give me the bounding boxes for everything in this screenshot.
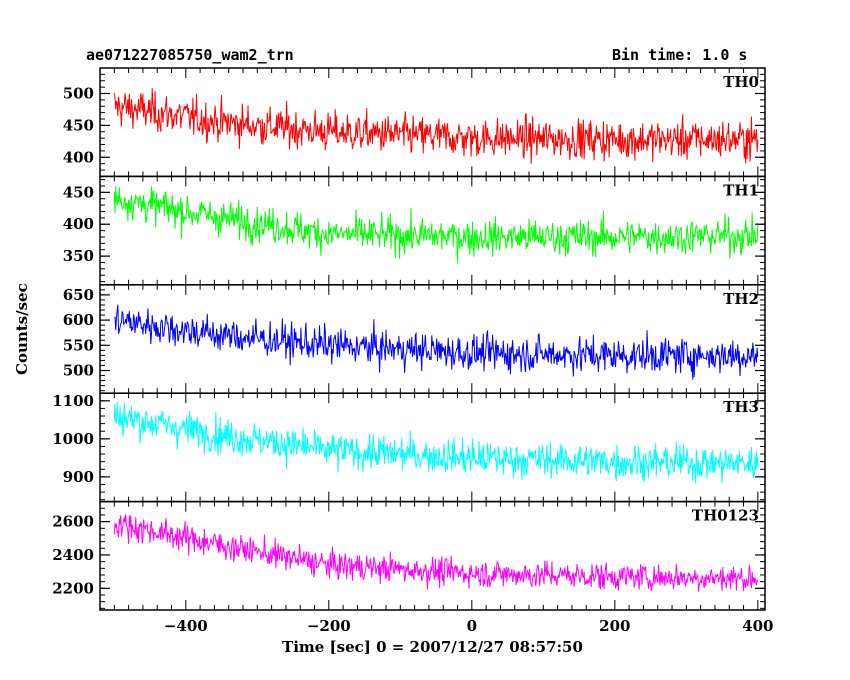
x-tick-label: −400 bbox=[164, 617, 208, 635]
x-tick-label: 400 bbox=[742, 617, 773, 635]
panel-label-th0: TH0 bbox=[723, 73, 759, 91]
panel-label-th0123: TH0123 bbox=[692, 507, 759, 525]
y-tick-label: 2600 bbox=[52, 513, 94, 531]
panel-label-th2: TH2 bbox=[723, 290, 759, 308]
y-tick-label: 500 bbox=[63, 85, 94, 103]
x-tick-label: 0 bbox=[467, 617, 477, 635]
plot-title: ae071227085750_wam2_trn bbox=[86, 46, 294, 64]
series-th2 bbox=[114, 304, 759, 380]
series-th1 bbox=[113, 186, 759, 264]
y-tick-label: 900 bbox=[63, 468, 94, 486]
y-tick-label: 450 bbox=[63, 183, 94, 201]
panel-frame-th0 bbox=[99, 67, 766, 178]
y-tick-label: 2200 bbox=[52, 579, 94, 597]
x-tick-label: 200 bbox=[599, 617, 630, 635]
y-tick-label: 600 bbox=[63, 311, 94, 329]
x-axis-label: Time [sec] 0 = 2007/12/27 08:57:50 bbox=[282, 638, 583, 656]
series-th0123 bbox=[113, 514, 759, 592]
y-tick-label: 400 bbox=[63, 148, 94, 166]
bin-time-label: Bin time: 1.0 s bbox=[612, 46, 748, 64]
panel-label-th1: TH1 bbox=[723, 181, 759, 199]
series-th0 bbox=[113, 88, 759, 164]
panel-label-th3: TH3 bbox=[723, 398, 759, 416]
y-axis-label: Counts/sec bbox=[13, 283, 31, 375]
series-th3 bbox=[113, 401, 759, 484]
x-tick-label: −200 bbox=[307, 617, 351, 635]
y-tick-label: 1000 bbox=[52, 430, 94, 448]
panel-frame-th0123 bbox=[99, 500, 766, 611]
y-tick-label: 400 bbox=[63, 215, 94, 233]
y-tick-label: 450 bbox=[63, 116, 94, 134]
y-tick-label: 550 bbox=[63, 336, 94, 354]
y-tick-label: 2400 bbox=[52, 546, 94, 564]
y-tick-label: 500 bbox=[63, 362, 94, 380]
y-tick-label: 1100 bbox=[52, 392, 94, 410]
y-tick-label: 350 bbox=[63, 247, 94, 265]
y-tick-label: 650 bbox=[63, 286, 94, 304]
